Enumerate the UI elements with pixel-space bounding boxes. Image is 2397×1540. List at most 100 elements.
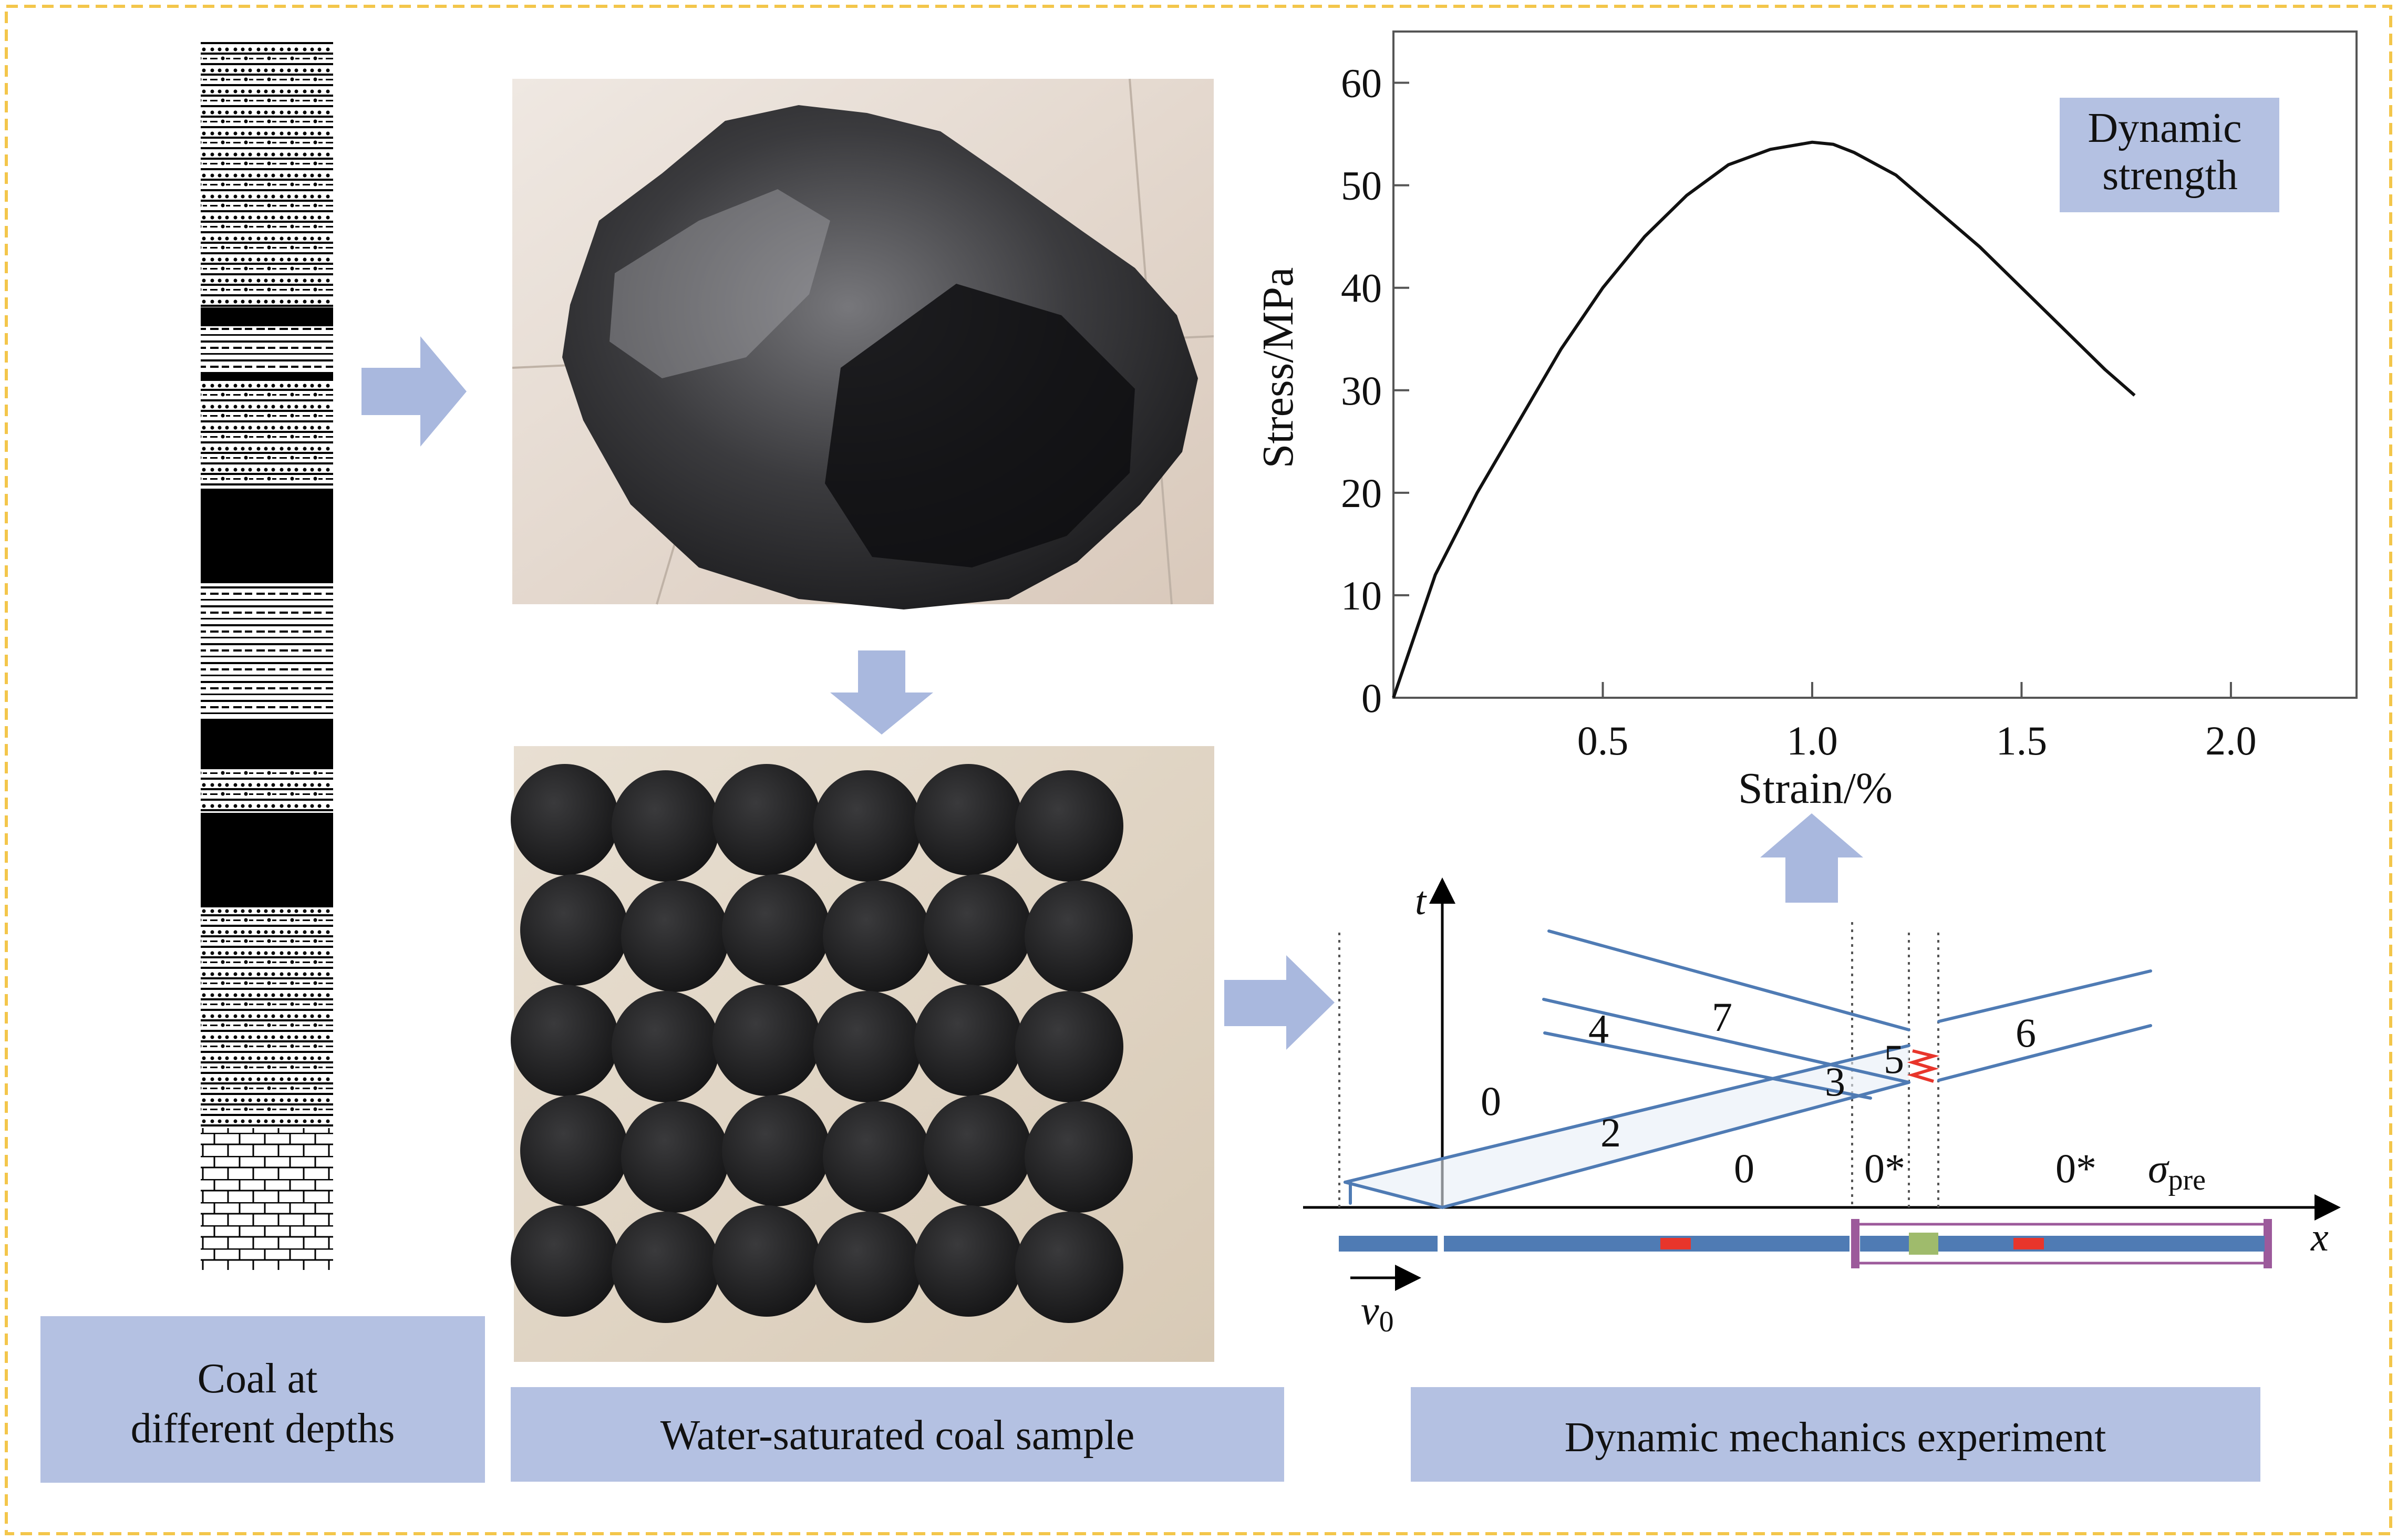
coal-sample-disc bbox=[520, 1095, 628, 1206]
coal-sample-disc bbox=[722, 1095, 830, 1206]
prestress-label: σpre bbox=[2148, 1145, 2206, 1196]
coal-sample-disc bbox=[914, 985, 1022, 1096]
wave-line bbox=[1542, 998, 1910, 1084]
arrow-up bbox=[1760, 813, 1863, 903]
y-tick-label: 10 bbox=[1341, 573, 1382, 618]
stress-strain-curve bbox=[1392, 140, 2136, 698]
caption-box-water-saturated bbox=[511, 1387, 1284, 1482]
strain-gauge bbox=[1660, 1238, 1691, 1249]
coal-sample-disc bbox=[712, 764, 821, 875]
coal-seam bbox=[201, 374, 333, 381]
coal-sample-disc bbox=[621, 881, 729, 992]
wave-line bbox=[1937, 1024, 2152, 1082]
coal-seam bbox=[201, 307, 333, 326]
wave-line bbox=[1543, 1031, 1872, 1100]
stress-strain-chart: 0.5 1.0 1.5 2.0 0 10 20 30 40 50 60 Strain/% Stres… bbox=[1254, 30, 2358, 813]
raw-coal-photo bbox=[512, 78, 1214, 609]
arrow-right bbox=[1224, 955, 1335, 1050]
wave-line bbox=[1441, 1081, 1910, 1209]
coal-sample-disc bbox=[712, 985, 821, 1096]
coal-sample-disc bbox=[612, 770, 720, 882]
caption-water-saturated: Water-saturated coal sample bbox=[660, 1412, 1135, 1459]
coal-sample-disc bbox=[722, 874, 830, 986]
y-tick-label: 40 bbox=[1341, 265, 1382, 311]
coal-sample-disc bbox=[1015, 770, 1123, 882]
dynamic-strength-annotation: Dynamic strength bbox=[2088, 105, 2252, 199]
coal-seam bbox=[201, 489, 333, 583]
region-label: 0* bbox=[2055, 1145, 2096, 1191]
x-axis-label: Strain/% bbox=[1738, 764, 1893, 813]
region-label: 0 bbox=[1734, 1145, 1754, 1191]
arrow-right bbox=[361, 336, 467, 447]
x-tick-label: 2.0 bbox=[2205, 718, 2257, 763]
x-axis-label: x bbox=[2310, 1215, 2329, 1259]
velocity-label: v0 bbox=[1361, 1287, 1394, 1338]
limestone-layer bbox=[201, 1128, 333, 1270]
coal-sample-disc bbox=[1015, 1212, 1123, 1323]
wave-line bbox=[1547, 929, 1910, 1031]
coal-sample-disc bbox=[914, 1205, 1022, 1317]
sleeve-end-cap bbox=[2264, 1219, 2272, 1268]
y-tick-label: 60 bbox=[1341, 60, 1382, 106]
t-axis-label: t bbox=[1415, 879, 1427, 923]
y-axis-label: Stress/MPa bbox=[1254, 267, 1303, 469]
coal-sample-disc bbox=[712, 1205, 821, 1317]
coal-sample-disc bbox=[823, 881, 931, 992]
stratigraphic-column bbox=[201, 39, 333, 1270]
coal-sample-disc bbox=[612, 991, 720, 1102]
arrow-down bbox=[830, 650, 933, 735]
incident-bar bbox=[1444, 1236, 1850, 1252]
region-label: 0 bbox=[1481, 1078, 1501, 1124]
coal-sample-disc bbox=[813, 770, 922, 882]
y-tick-label: 0 bbox=[1361, 675, 1382, 721]
wave-line bbox=[1937, 969, 2152, 1023]
coal-sample-disc bbox=[813, 991, 922, 1102]
coal-sample-disc bbox=[1025, 881, 1133, 992]
coal-seam bbox=[201, 721, 333, 768]
region-label: 7 bbox=[1712, 994, 1732, 1040]
region-label: 4 bbox=[1588, 1006, 1609, 1052]
x-tick-label: 1.0 bbox=[1786, 718, 1838, 763]
region-label: 5 bbox=[1884, 1036, 1904, 1082]
x-tick-label: 0.5 bbox=[1577, 718, 1629, 763]
caption-dynamic-experiment: Dynamic mechanics experiment bbox=[1565, 1414, 2106, 1461]
caption-box-coal-depths bbox=[40, 1316, 485, 1483]
wave-line bbox=[1344, 1181, 1444, 1209]
wave-line bbox=[1344, 1044, 1910, 1184]
x-tick-label: 1.5 bbox=[1996, 718, 2048, 763]
region-label: 0* bbox=[1864, 1145, 1905, 1191]
y-tick-label: 30 bbox=[1341, 368, 1382, 414]
coal-sample-disc bbox=[823, 1101, 931, 1213]
sleeve-end-cap bbox=[1851, 1219, 1859, 1268]
region-label: 2 bbox=[1600, 1110, 1621, 1155]
coal-sample-disc bbox=[914, 764, 1022, 875]
coal-sample-disc bbox=[924, 874, 1032, 986]
outer-border bbox=[5, 5, 2392, 1535]
wave-diagram: t x 0 2 0 0* bbox=[1303, 877, 2341, 1338]
coal-specimen bbox=[1909, 1233, 1938, 1255]
region-label: 3 bbox=[1825, 1059, 1845, 1104]
coal-sample-disc bbox=[813, 1212, 922, 1323]
coal-sample-disc bbox=[511, 1205, 619, 1317]
coal-seam bbox=[201, 813, 333, 907]
coal-sample-disc bbox=[924, 1095, 1032, 1206]
coal-sample-disc bbox=[612, 1212, 720, 1323]
y-tick-label: 20 bbox=[1341, 470, 1382, 516]
y-tick-label: 50 bbox=[1341, 163, 1382, 209]
reflected-zigzag bbox=[1907, 1049, 1940, 1083]
coal-sample-disc bbox=[621, 1101, 729, 1213]
coal-samples-photo bbox=[511, 746, 1214, 1362]
coal-sample-disc bbox=[511, 764, 619, 875]
caption-box-dynamic-experiment bbox=[1411, 1387, 2260, 1482]
region-fill bbox=[1345, 1046, 1909, 1207]
strain-gauge bbox=[2013, 1238, 2044, 1249]
region-label: 6 bbox=[2016, 1010, 2036, 1056]
coal-sample-disc bbox=[1025, 1101, 1133, 1213]
dynamic-strength-box bbox=[2060, 98, 2279, 212]
coal-sample-disc bbox=[1015, 991, 1123, 1102]
coal-sample-disc bbox=[511, 985, 619, 1096]
striker-bar bbox=[1339, 1236, 1438, 1252]
coal-sample-disc bbox=[520, 874, 628, 986]
caption-coal-depths: Coal at different depths bbox=[131, 1356, 395, 1452]
